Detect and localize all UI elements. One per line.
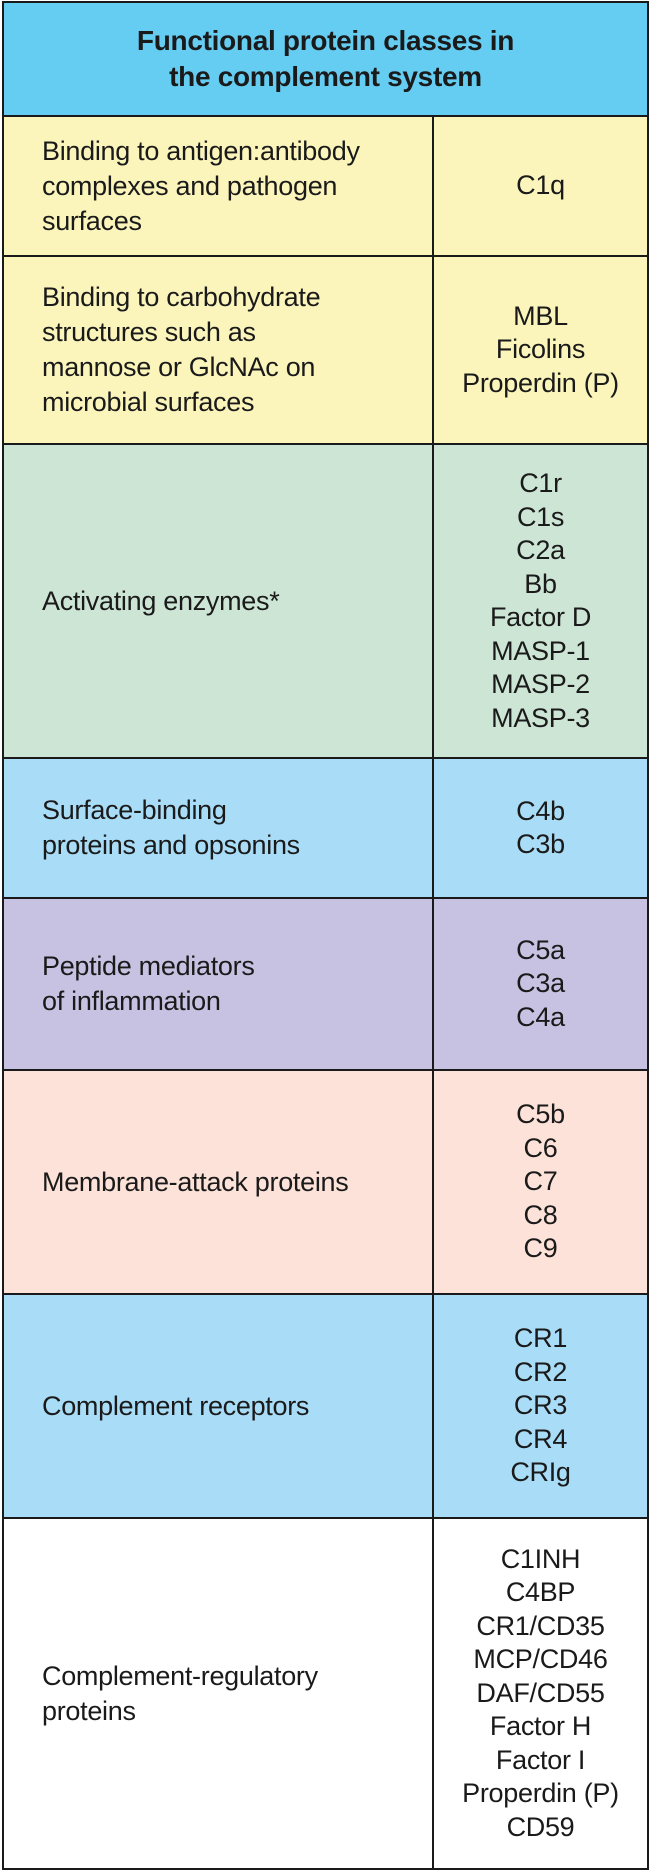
protein-name: CR2 <box>513 1356 568 1387</box>
protein-name: CR1/CD35 <box>476 1610 605 1641</box>
protein-name: Properdin (P) <box>462 1778 619 1809</box>
protein-name: C5b <box>516 1099 565 1130</box>
protein-name: Factor D <box>489 602 592 632</box>
protein-list: C5a C3a C4a <box>516 934 565 1035</box>
table-row: Complement-regulatory proteins C1INH C4BP C… <box>4 1519 647 1868</box>
function-cell: Complement receptors <box>4 1295 434 1517</box>
protein-list: C1q <box>516 169 565 203</box>
protein-cell: C1INH C4BP CR1/CD35 MCP/CD46 DAF/CD55 Factor … <box>434 1519 647 1868</box>
protein-name: MASP-3 <box>491 702 590 733</box>
protein-name: MBL <box>513 300 568 331</box>
table-row: Binding to carbohydrate structures such … <box>4 257 647 445</box>
protein-name: MASP-2 <box>491 669 590 699</box>
function-label: Binding to carbohydrate structures such … <box>42 282 321 417</box>
protein-name: MASP-1 <box>491 635 590 666</box>
function-cell: Binding to carbohydrate structures such … <box>4 257 434 443</box>
protein-name: C9 <box>523 1233 558 1264</box>
protein-cell: CR1 CR2 CR3 CR4 CRIg <box>434 1295 647 1517</box>
protein-name: CR3 <box>513 1390 568 1421</box>
protein-name: CR1 <box>513 1323 568 1354</box>
table-title: Functional protein classes in the comple… <box>136 25 515 92</box>
function-cell: Activating enzymes* <box>4 445 434 757</box>
protein-name: Factor H <box>489 1711 592 1742</box>
function-cell: Complement-regulatory proteins <box>4 1519 434 1868</box>
function-label: Peptide mediators of inflammation <box>42 951 255 1016</box>
protein-list: C5b C6 C7 C8 C9 <box>516 1098 565 1266</box>
table-row: Activating enzymes* C1r C1s C2a Bb Factor D MA… <box>4 445 647 759</box>
protein-name: C5a <box>516 934 565 965</box>
protein-name: C8 <box>523 1199 558 1230</box>
function-cell: Peptide mediators of inflammation <box>4 899 434 1069</box>
protein-name: C4a <box>516 1001 565 1032</box>
protein-name: Factor I <box>495 1744 586 1775</box>
protein-list: C1INH C4BP CR1/CD35 MCP/CD46 DAF/CD55 Factor … <box>462 1543 619 1845</box>
protein-name: Properdin (P) <box>462 367 619 398</box>
protein-list: C4b C3b <box>516 795 565 862</box>
protein-name: MCP/CD46 <box>473 1644 608 1675</box>
protein-name: C1INH <box>500 1543 581 1574</box>
function-cell: Binding to antigen:antibody complexes an… <box>4 117 434 255</box>
function-label: Binding to antigen:antibody complexes an… <box>42 135 360 236</box>
protein-name: C3a <box>516 968 565 999</box>
protein-name: Bb <box>524 568 557 599</box>
protein-name: CD59 <box>506 1811 575 1842</box>
table-header: Functional protein classes in the comple… <box>4 3 647 117</box>
protein-name: CR4 <box>513 1423 568 1454</box>
protein-cell: MBL Ficolins Properdin (P) <box>434 257 647 443</box>
protein-cell: C1q <box>434 117 647 255</box>
protein-cell: C4b C3b <box>434 759 647 897</box>
protein-cell: C5a C3a C4a <box>434 899 647 1069</box>
function-cell: Membrane-attack proteins <box>4 1071 434 1293</box>
protein-name: CRIg <box>510 1457 571 1488</box>
protein-name: Ficolins <box>495 334 586 365</box>
protein-name: DAF/CD55 <box>476 1677 605 1708</box>
protein-name: C4BP <box>505 1577 576 1608</box>
protein-list: MBL Ficolins Properdin (P) <box>462 300 619 401</box>
function-cell: Surface-binding proteins and opsonins <box>4 759 434 897</box>
function-label: Membrane-attack proteins <box>42 1166 349 1197</box>
protein-name: C1r <box>519 468 562 498</box>
protein-cell: C1r C1s C2a Bb Factor D MASP-1 MASP-2 MASP-3 <box>434 445 647 757</box>
protein-cell: C5b C6 C7 C8 C9 <box>434 1071 647 1293</box>
protein-name: C2a <box>516 535 565 565</box>
table-row: Complement receptors CR1 CR2 CR3 CR4 CRIg <box>4 1295 647 1519</box>
protein-name: C1q <box>516 170 565 201</box>
table-row: Peptide mediators of inflammation C5a C3a C… <box>4 899 647 1071</box>
protein-name: C1s <box>516 501 565 532</box>
protein-name: C6 <box>523 1132 558 1163</box>
protein-name: C3b <box>516 829 565 859</box>
table-row: Membrane-attack proteins C5b C6 C7 C8 C9 <box>4 1071 647 1295</box>
protein-name: C7 <box>523 1166 558 1197</box>
function-label: Complement receptors <box>42 1390 310 1421</box>
protein-list: CR1 CR2 CR3 CR4 CRIg <box>510 1322 571 1490</box>
function-label: Surface-binding proteins and opsonins <box>42 795 300 860</box>
table-body: Binding to antigen:antibody complexes an… <box>4 117 647 1868</box>
protein-list: C1r C1s C2a Bb Factor D MASP-1 MASP-2 MASP-3 <box>490 467 591 735</box>
function-label: Activating enzymes* <box>42 585 280 616</box>
function-label: Complement-regulatory proteins <box>42 1660 318 1726</box>
table-row: Binding to antigen:antibody complexes an… <box>4 117 647 257</box>
protein-name: C4b <box>516 795 565 826</box>
table-row: Surface-binding proteins and opsonins C4b… <box>4 759 647 899</box>
